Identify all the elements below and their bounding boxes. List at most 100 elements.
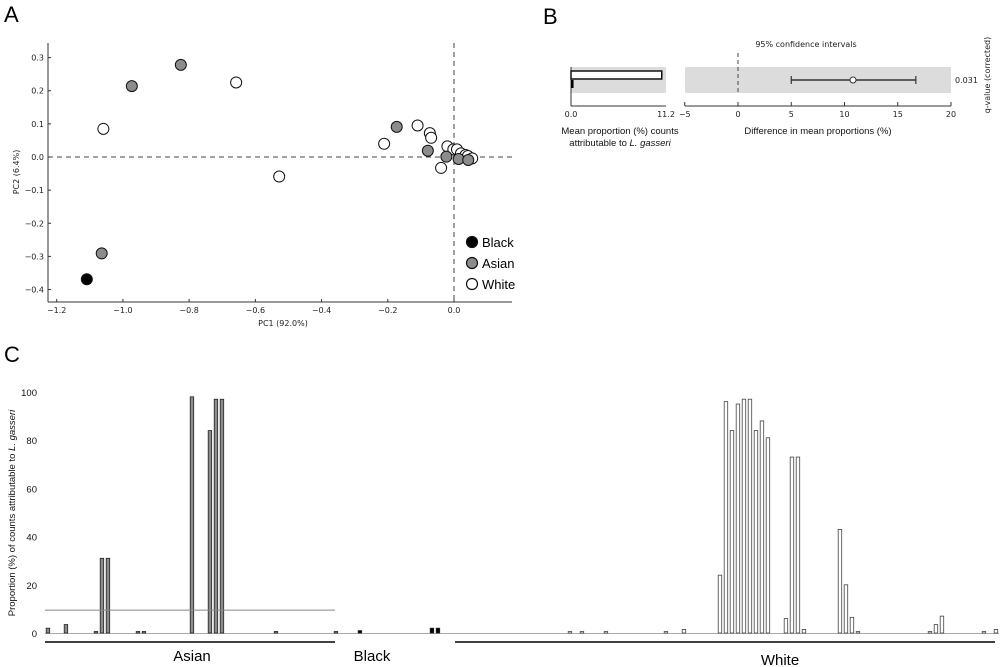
- y-tick-label: 20: [26, 581, 37, 592]
- point-black: [80, 273, 93, 286]
- panel-label-c: C: [4, 342, 20, 367]
- point-white: [273, 170, 286, 183]
- panel-label-b: B: [543, 4, 558, 29]
- group-label-asian: Asian: [173, 648, 211, 665]
- y-tick-label: 80: [26, 436, 37, 447]
- bar-asian: [105, 557, 111, 634]
- y-axis-label: Proportion (%) of counts attributable to…: [7, 409, 18, 616]
- y-tick-label: −0.3: [25, 252, 44, 261]
- point-asian: [440, 150, 453, 163]
- bar-white: [837, 528, 843, 634]
- group-label-white: White: [761, 652, 799, 667]
- mean-proportion-label-line2: attributable to L. gasseri: [569, 138, 671, 149]
- bar-white: [753, 430, 759, 634]
- point-asian: [462, 153, 475, 166]
- x-axis-label: PC1 (92.0%): [258, 319, 308, 328]
- bar-black: [357, 630, 363, 634]
- species-name: L. gasseri: [7, 409, 18, 451]
- bar-white: [855, 631, 861, 634]
- legend-marker-asian: [465, 256, 479, 270]
- x-tick-label: −0.6: [246, 306, 265, 315]
- y-tick-label: 0.3: [31, 54, 44, 63]
- point-white: [230, 76, 243, 89]
- bar-white: [801, 628, 807, 634]
- bar-white: [723, 401, 729, 634]
- bar-white: [993, 628, 999, 634]
- y-tick-label: 100: [21, 388, 37, 399]
- mean-bar-black: [571, 80, 574, 88]
- point-asian: [174, 58, 187, 71]
- bar-white: [747, 398, 753, 634]
- point-asian: [421, 144, 434, 157]
- bar-white: [717, 574, 723, 634]
- bar-asian: [213, 398, 219, 634]
- group-label-black: Black: [354, 648, 391, 665]
- y-tick-label: 40: [26, 533, 37, 544]
- bar-white: [789, 456, 795, 634]
- bar-white: [735, 403, 741, 634]
- point-white: [411, 119, 424, 132]
- bar-white: [849, 616, 855, 634]
- point-asian: [95, 247, 108, 260]
- legend-label-white: White: [482, 277, 515, 292]
- bar-asian: [99, 557, 105, 634]
- x-tick-label: −0.2: [378, 306, 397, 315]
- confidence-interval-plot: 95% confidence intervals Mean proportion…: [561, 37, 992, 149]
- bar-white: [843, 584, 849, 634]
- x-tick-label: 5: [789, 110, 794, 119]
- x-tick-label: 10: [839, 110, 849, 119]
- mean-bar-white: [570, 70, 663, 80]
- label-text: Proportion (%) of counts attributable to: [7, 451, 18, 616]
- bar-asian: [333, 631, 339, 634]
- point-white: [97, 122, 110, 135]
- y-tick-label: −0.4: [25, 286, 44, 295]
- pca-scatter-plot: PC1 (92.0%) PC2 (6.4%) −1.2 −1.0 −0.8 −0.6 −…: [12, 43, 515, 328]
- bar-asian: [63, 624, 69, 634]
- bar-asian: [219, 398, 225, 634]
- bar-white: [927, 631, 933, 634]
- bar-white: [729, 430, 735, 634]
- point-white: [378, 137, 391, 150]
- bar-white: [795, 456, 801, 634]
- y-tick-label: 0.1: [31, 120, 44, 129]
- x-tick-label: 20: [946, 110, 956, 119]
- bar-black: [429, 627, 435, 634]
- bar-asian: [45, 627, 51, 634]
- bar-asian: [141, 631, 147, 634]
- bar-white: [981, 631, 987, 634]
- bar-white: [681, 628, 687, 634]
- bar-white: [759, 420, 765, 634]
- x-tick-label: −1.0: [113, 306, 132, 315]
- bar-asian: [207, 430, 213, 634]
- bar-asian: [93, 631, 99, 634]
- species-name: L. gasseri: [630, 138, 672, 149]
- estimate-point: [849, 76, 857, 84]
- panel-label-a: A: [4, 2, 19, 27]
- bar-white: [765, 437, 771, 634]
- bar-black: [435, 627, 441, 634]
- bar-white: [663, 631, 669, 634]
- x-tick-label: −5: [679, 110, 691, 119]
- point-white: [425, 131, 438, 144]
- y-tick-label: 0: [32, 629, 37, 640]
- q-value: 0.031: [955, 76, 978, 85]
- bar-asian: [135, 631, 141, 634]
- y-axis-label: PC2 (6.4%): [12, 150, 21, 195]
- y-tick-label: −0.2: [25, 219, 44, 228]
- mean-proportion-label-line1: Mean proportion (%) counts: [561, 126, 678, 137]
- x-tick-label: 11.2: [657, 110, 675, 119]
- x-tick-label: −0.4: [312, 306, 331, 315]
- bar-white: [603, 631, 609, 634]
- legend-marker-black: [465, 235, 479, 249]
- difference-axis-label: Difference in mean proportions (%): [744, 126, 891, 137]
- point-asian: [390, 120, 403, 133]
- x-tick-label: −0.8: [179, 306, 198, 315]
- legend-label-black: Black: [482, 235, 514, 250]
- y-tick-label: 0.2: [31, 87, 44, 96]
- y-tick-label: −0.1: [25, 186, 44, 195]
- x-tick-label: 0.0: [448, 306, 461, 315]
- bar-asian: [189, 396, 195, 634]
- x-tick-label: 0.0: [565, 110, 578, 119]
- point-white: [435, 161, 448, 174]
